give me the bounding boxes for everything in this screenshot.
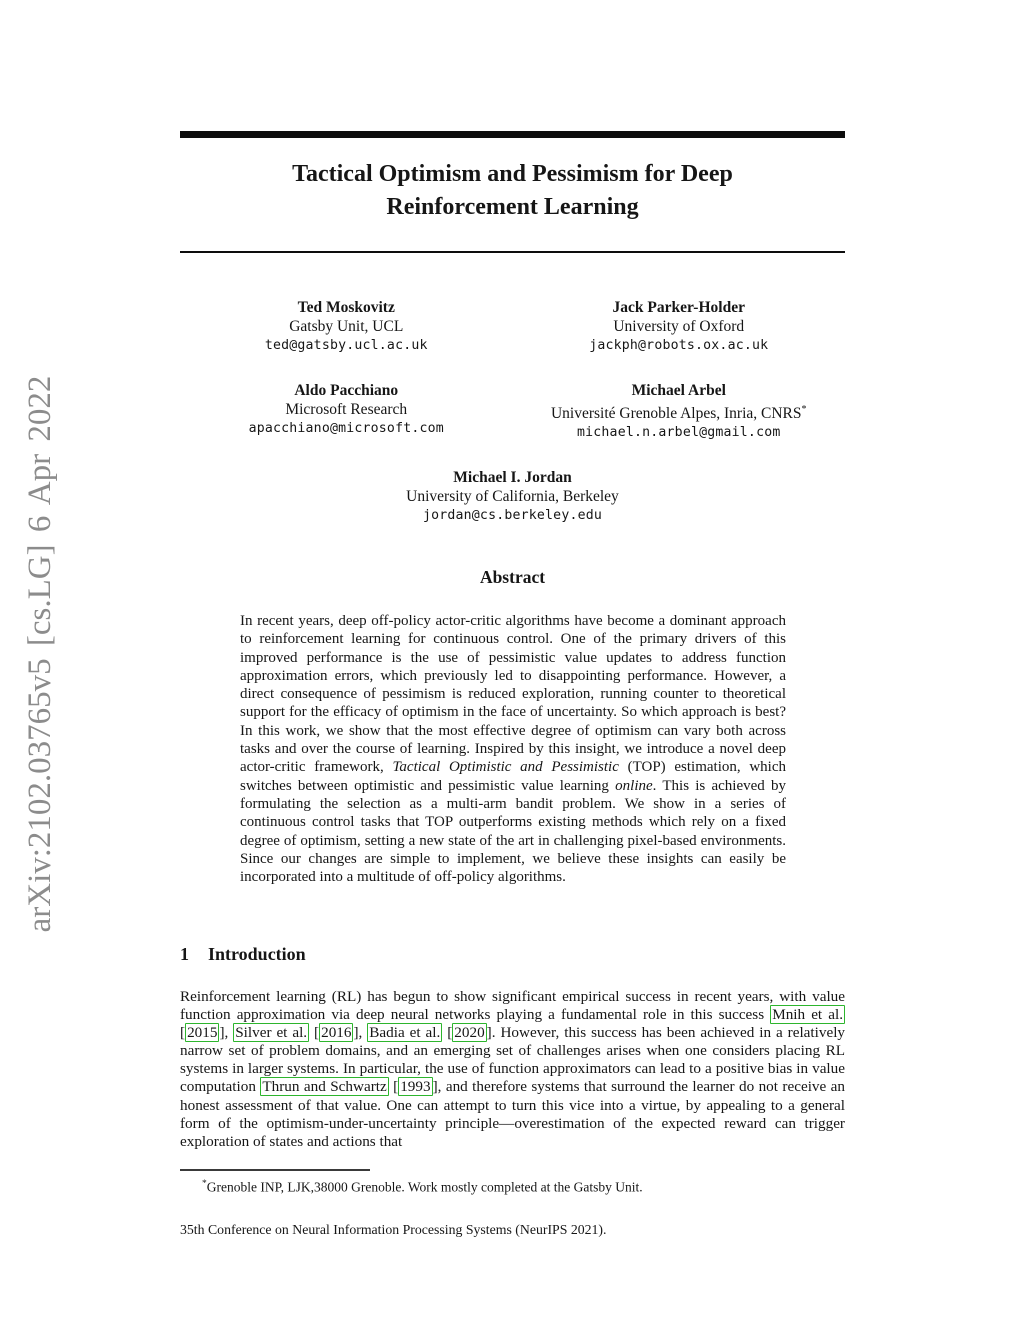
footnote: *Grenoble INP, LJK,38000 Grenoble. Work … (180, 1176, 845, 1196)
text-segment: In recent years, deep off-policy actor-c… (240, 613, 786, 776)
citation-link[interactable]: Badia et al. (367, 1023, 443, 1043)
author-jack-parker-holder: Jack Parker-Holder University of Oxford … (513, 299, 846, 355)
author-name: Aldo Pacchiano (294, 382, 399, 399)
conference-note: 35th Conference on Neural Information Pr… (180, 1222, 607, 1237)
author-email: michael.n.arbel@gmail.com (577, 425, 781, 441)
section-heading-introduction: 1 Introduction (180, 944, 306, 965)
text-segment: ]. However, this success has been achiev… (180, 1024, 846, 1096)
abstract-heading: Abstract (479, 567, 546, 587)
author-name: Jack Parker-Holder (612, 299, 745, 316)
author-ted-moskovitz: Ted Moskovitz Gatsby Unit, UCL ted@gatsb… (180, 299, 513, 355)
author-affiliation: Microsoft Research (285, 400, 408, 418)
author-affiliation: University of California, Berkeley (406, 487, 619, 505)
author-name: Michael Arbel (631, 382, 726, 399)
citation-link[interactable]: Mnih et al. (770, 1005, 845, 1025)
author-email: jordan@cs.berkeley.edu (422, 508, 603, 524)
text-segment: [ (180, 1024, 186, 1042)
introduction-paragraph: Reinforcement learning (RL) has begun to… (180, 988, 845, 1151)
author-affiliation: University of Oxford (613, 317, 745, 335)
abstract-text: In recent years, deep off-policy actor-c… (240, 612, 786, 886)
author-michael-arbel: Michael Arbel Université Grenoble Alpes,… (513, 382, 846, 442)
footnote-marker: * (202, 1179, 207, 1189)
text-segment: [ (442, 1024, 453, 1042)
author-email: apacchiano@microsoft.com (248, 421, 444, 436)
citation-link[interactable]: 2016 (319, 1023, 354, 1043)
title-rule-top (180, 131, 845, 138)
paper-content: Tactical Optimism and Pessimism for Deep… (180, 0, 845, 1325)
text-segment: ], and therefore systems that surround t… (180, 1078, 845, 1150)
footnote-rule (180, 1169, 370, 1171)
author-name: Ted Moskovitz (297, 299, 395, 316)
text-segment: ], (353, 1024, 368, 1042)
citation-link[interactable]: 2020 (452, 1023, 487, 1043)
paper-title-line1: Tactical Optimism and Pessimism for Deep (292, 161, 733, 187)
author-name: Michael I. Jordan (453, 469, 572, 487)
author-affiliation-text: Université Grenoble Alpes, Inria, CNRS (550, 404, 802, 422)
text-segment: ], (219, 1024, 234, 1042)
paper-title-line2: Reinforcement Learning (386, 194, 639, 220)
author-email: ted@gatsby.ucl.ac.uk (264, 338, 428, 353)
author-block: Ted Moskovitz Gatsby Unit, UCL ted@gatsb… (180, 299, 845, 525)
text-segment: [ (309, 1024, 320, 1042)
author-michael-jordan: Michael I. Jordan University of Californ… (180, 469, 845, 525)
citation-link[interactable]: Thrun and Schwartz (260, 1077, 389, 1097)
text-segment: (TOP) estimation, which switches between… (240, 759, 786, 794)
author-email: jackph@robots.ox.ac.uk (589, 338, 769, 353)
text-segment: online (615, 777, 653, 794)
arxiv-watermark: arXiv:2102.03765v5 [cs.LG] 6 Apr 2022 (22, 375, 58, 933)
text-segment: Tactical Optimistic and Pessimistic (392, 759, 619, 776)
citation-link[interactable]: 1993 (398, 1077, 433, 1097)
citation-link[interactable]: Silver et al. (233, 1023, 310, 1043)
author-affiliation: Gatsby Unit, UCL (289, 317, 404, 335)
author-affiliation: Université Grenoble Alpes, Inria, CNRS* (513, 401, 846, 424)
section-title: Introduction (208, 944, 306, 964)
text-segment: [ (388, 1078, 399, 1096)
section-number: 1 (180, 944, 189, 964)
citation-link[interactable]: 2015 (185, 1023, 220, 1043)
paper-title: Tactical Optimism and Pessimism for Deep… (180, 158, 845, 224)
affiliation-footnote-marker: * (801, 403, 807, 415)
text-segment: Reinforcement learning (RL) has begun to… (180, 988, 845, 1024)
author-aldo-pacchiano: Aldo Pacchiano Microsoft Research apacch… (180, 382, 513, 442)
title-rule-bottom (180, 251, 845, 253)
footnote-text: Grenoble INP, LJK,38000 Grenoble. Work m… (206, 1179, 643, 1195)
text-segment: . This is achieved by formulating the se… (240, 777, 786, 886)
